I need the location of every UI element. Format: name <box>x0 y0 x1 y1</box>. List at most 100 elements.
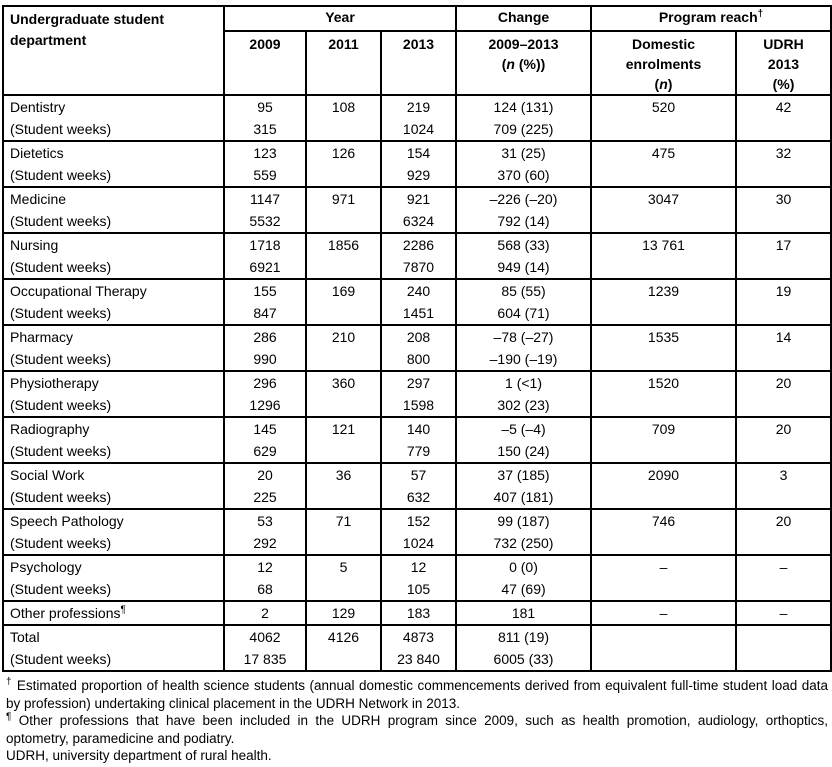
value-line1: 811 (19) <box>497 629 550 645</box>
value-line2: 732 (250) <box>493 535 554 551</box>
value-line2 <box>313 302 374 323</box>
pilcrow-marker: ¶ <box>6 711 12 723</box>
domestic-line2: enrolments <box>625 56 702 72</box>
table-row: Physiotherapy (Student weeks) 296 1296 360 2… <box>2 370 832 418</box>
student-weeks-label: (Student weeks) <box>10 489 112 505</box>
value-line1: 71 <box>335 513 352 529</box>
table-row: Other professions¶ 2 129 183 181 – – <box>2 600 832 626</box>
department-cell: Speech Pathology (Student weeks) <box>2 508 225 556</box>
department-name: Other professions¶ <box>10 604 126 621</box>
department-name: Speech Pathology <box>10 513 124 529</box>
value-line2 <box>598 394 729 415</box>
value-cell: – <box>590 600 737 626</box>
udrh-line1: UDRH <box>763 36 804 52</box>
value-line1: 108 <box>331 99 356 115</box>
value-cell: 1535 <box>590 324 737 372</box>
value-line2 <box>743 210 824 231</box>
value-line1: 286 <box>253 329 277 345</box>
value-line1: 31 (25) <box>501 145 546 161</box>
value-line1: – <box>779 605 788 621</box>
header-change-group: Change <box>455 5 592 32</box>
value-line1: 155 <box>253 283 277 299</box>
value-cell: 709 <box>590 416 737 464</box>
value-line1: 4873 <box>402 629 435 645</box>
header-2011: 2011 <box>305 30 382 96</box>
table-row: Dentistry (Student weeks) 95 315 108 219 1024… <box>2 94 832 142</box>
department-cell: Dietetics (Student weeks) <box>2 140 225 188</box>
table-row: Speech Pathology (Student weeks) 53 292 71 1… <box>2 508 832 556</box>
value-line2 <box>598 118 729 139</box>
value-cell: 183 <box>380 600 457 626</box>
value-cell: 12 105 <box>380 554 457 602</box>
value-line2 <box>743 348 824 369</box>
footnote-udrh-abbrev: UDRH, university department of rural hea… <box>6 748 272 763</box>
value-line2 <box>313 164 374 185</box>
value-line1: 3 <box>779 467 788 483</box>
header-2009: 2009 <box>223 30 307 96</box>
value-cell: 20 225 <box>223 462 307 510</box>
value-cell: 1856 <box>305 232 382 280</box>
value-cell: 12 68 <box>223 554 307 602</box>
value-cell: 1520 <box>590 370 737 418</box>
value-cell: 145 629 <box>223 416 307 464</box>
value-line2 <box>313 578 374 599</box>
department-cell: Pharmacy (Student weeks) <box>2 324 225 372</box>
value-line2: 68 <box>257 581 273 597</box>
value-line2: 315 <box>253 121 277 137</box>
value-cell: –5 (–4) 150 (24) <box>455 416 592 464</box>
value-line2: 5532 <box>249 213 281 229</box>
pilcrow-marker: ¶ <box>120 604 126 616</box>
value-cell: 126 <box>305 140 382 188</box>
value-line1: –5 (–4) <box>501 421 546 437</box>
value-cell: 746 <box>590 508 737 556</box>
value-cell: 1718 6921 <box>223 232 307 280</box>
value-cell: 14 <box>734 324 832 372</box>
value-cell <box>590 624 737 672</box>
value-line1: 921 <box>406 191 431 207</box>
student-weeks-label: (Student weeks) <box>10 535 112 551</box>
value-line1: 297 <box>406 375 431 391</box>
header-domestic-enrolments: Domestic enrolments (n) <box>590 30 737 96</box>
n-variable: n <box>506 56 515 72</box>
value-cell: 30 <box>734 186 832 234</box>
value-cell: 57 632 <box>380 462 457 510</box>
value-line2: 6324 <box>402 213 435 229</box>
value-line1: 181 <box>511 605 536 621</box>
value-line1: 14 <box>775 329 792 345</box>
value-line2: 302 (23) <box>497 397 550 413</box>
value-line2 <box>598 578 729 599</box>
value-line1: 12 <box>257 559 273 575</box>
value-line1: 20 <box>775 421 792 437</box>
value-line2: 292 <box>253 535 277 551</box>
value-cell: 85 (55) 604 (71) <box>455 278 592 326</box>
table-row: Medicine (Student weeks) 1147 5532 971 921 63… <box>2 186 832 234</box>
value-line1: 20 <box>775 375 792 391</box>
value-line1: 126 <box>331 145 356 161</box>
value-line1: 2 <box>261 605 269 621</box>
value-line1: 121 <box>331 421 356 437</box>
value-cell: 19 <box>734 278 832 326</box>
department-cell: Medicine (Student weeks) <box>2 186 225 234</box>
change-range: 2009–2013 <box>488 36 559 52</box>
footnote-dagger-text: Estimated proportion of health science s… <box>6 678 828 711</box>
value-line2: 1024 <box>402 535 435 551</box>
value-line1: 99 (187) <box>497 513 550 529</box>
student-weeks-label: (Student weeks) <box>10 443 112 459</box>
value-line1: 20 <box>257 467 273 483</box>
value-cell: 1 (<1) 302 (23) <box>455 370 592 418</box>
value-line2 <box>743 164 824 185</box>
table-row: Radiography (Student weeks) 145 629 121 140 7… <box>2 416 832 464</box>
value-cell: 2 <box>223 600 307 626</box>
value-line1: 19 <box>775 283 792 299</box>
value-cell: 154 929 <box>380 140 457 188</box>
student-weeks-label: (Student weeks) <box>10 167 112 183</box>
header-change-sub: 2009–2013 (n (%)) <box>455 30 592 96</box>
student-weeks-label: (Student weeks) <box>10 651 112 667</box>
header-program-reach-group: Program reach† <box>589 5 832 32</box>
value-line1: 240 <box>406 283 431 299</box>
value-line1: 746 <box>651 513 676 529</box>
value-line2: 370 (60) <box>497 167 550 183</box>
student-weeks-label: (Student weeks) <box>10 351 112 367</box>
value-cell: 286 990 <box>223 324 307 372</box>
value-line1: – <box>779 559 788 575</box>
